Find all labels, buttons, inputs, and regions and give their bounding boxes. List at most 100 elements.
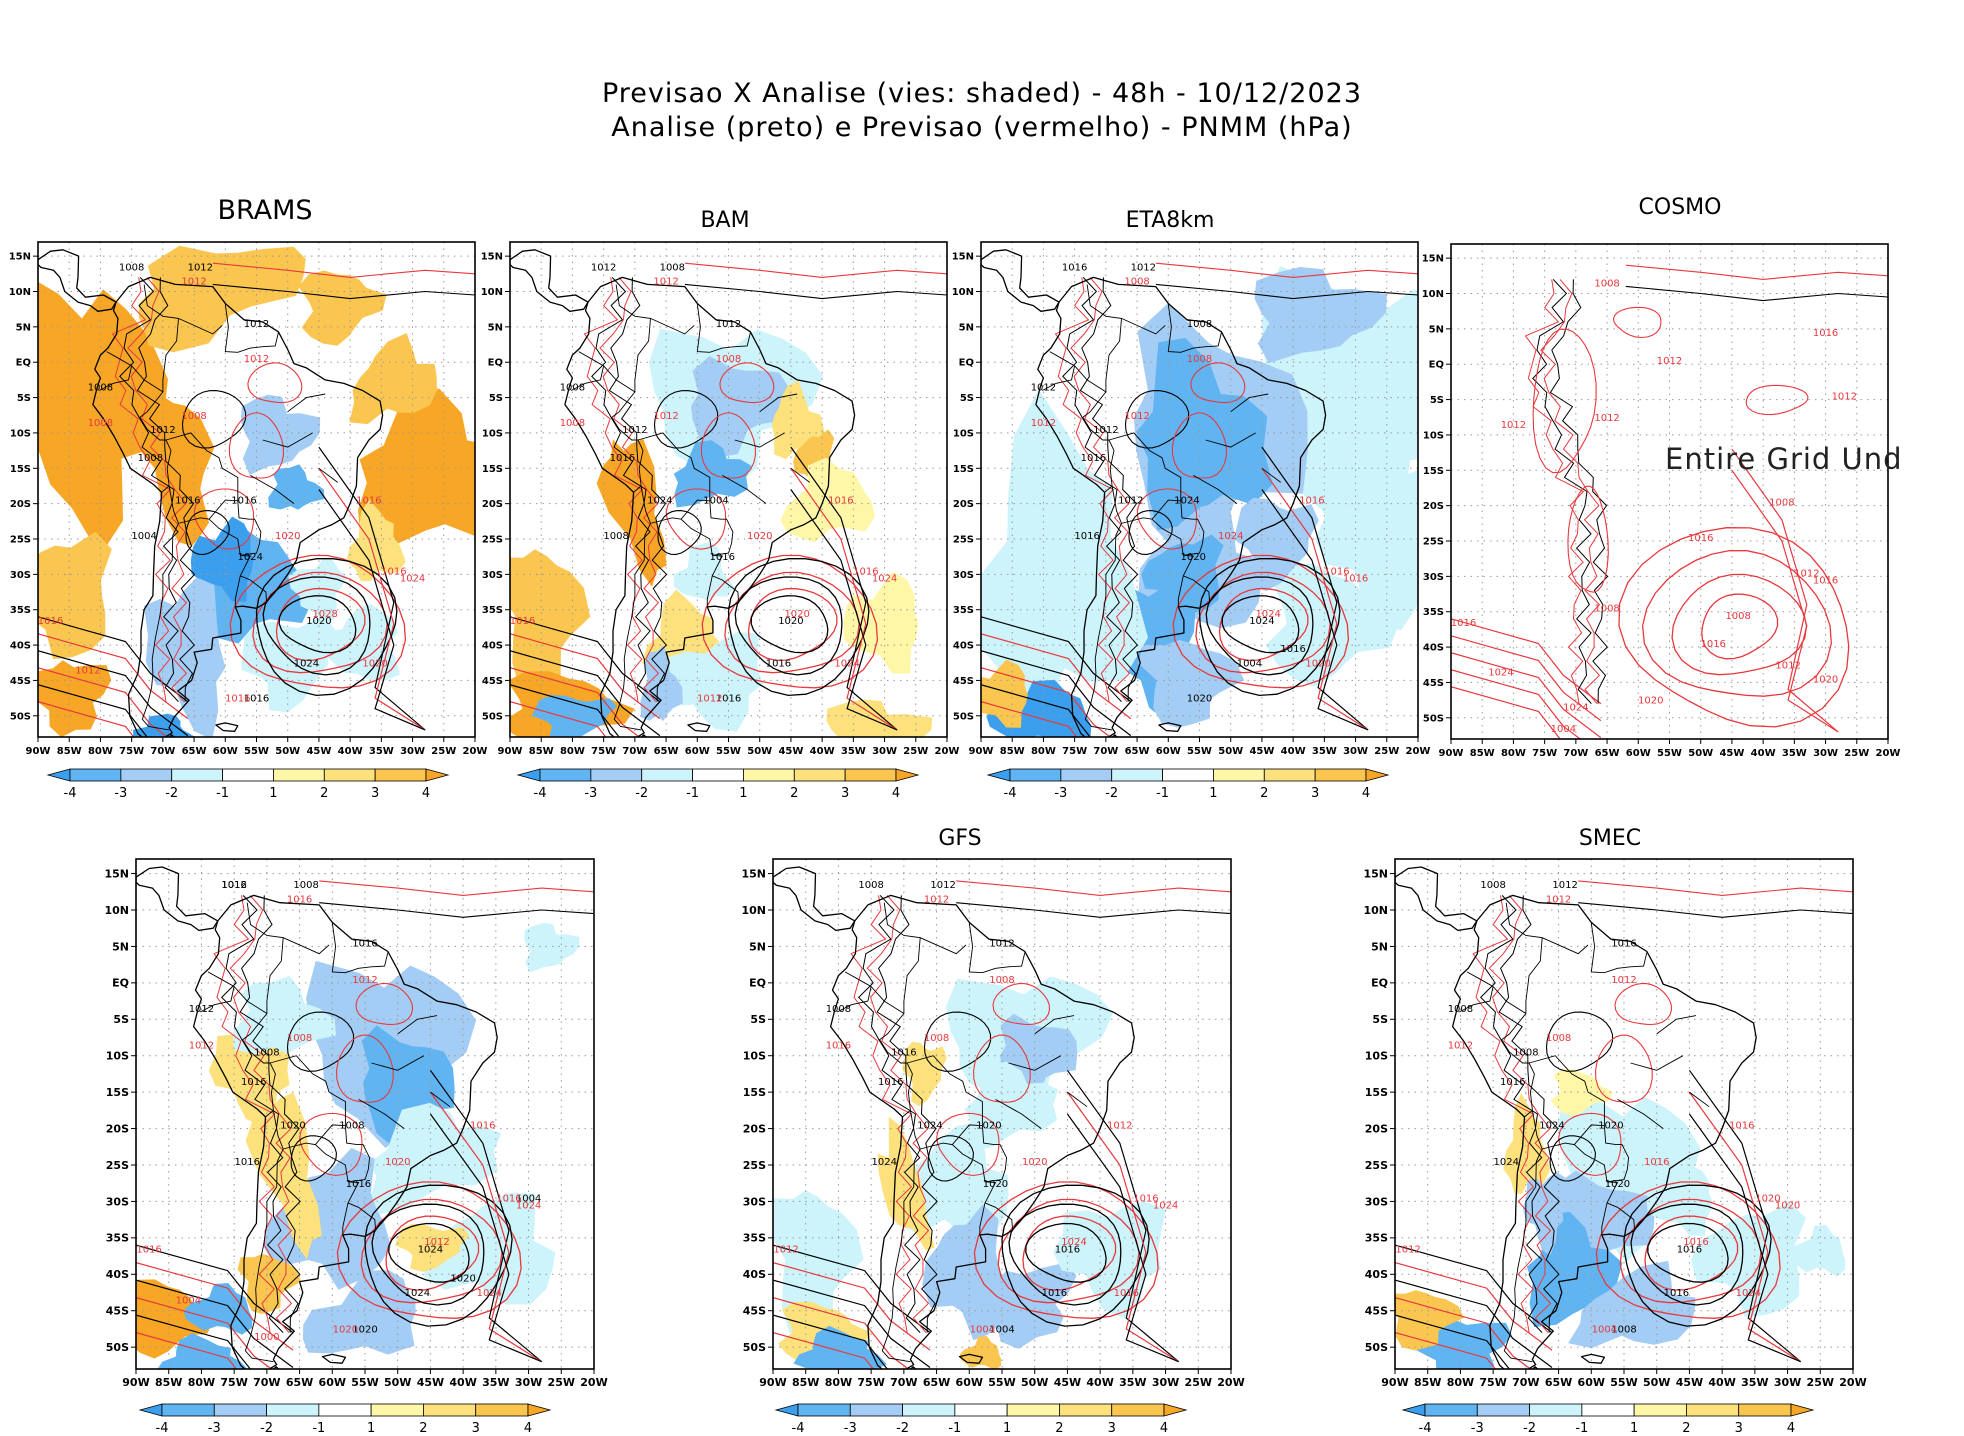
- lon-tick-label: 55W: [244, 746, 269, 757]
- colorbar-tick-label: -3: [1471, 1421, 1484, 1436]
- lon-tick-label: 30W: [1813, 748, 1838, 759]
- lat-tick-label: 10N: [9, 287, 31, 298]
- lat-tick-label: EQ: [1371, 977, 1388, 990]
- lon-tick-label: 75W: [119, 746, 144, 757]
- forecast-isobar: [38, 701, 135, 737]
- lat-tick-label: 5N: [1371, 940, 1388, 953]
- forecast-contour-label: 1008: [181, 411, 206, 422]
- colorbar-tick-label: 4: [524, 1421, 532, 1436]
- colorbar-tick-label: 3: [1311, 786, 1319, 801]
- analysis-isobar: [1062, 277, 1122, 702]
- lat-tick-label: 25S: [10, 535, 31, 546]
- forecast-isobar: [1745, 384, 1809, 416]
- country-border: [287, 393, 326, 413]
- forecast-contour-label: 1012: [1448, 1040, 1473, 1051]
- lat-tick-label: 10S: [1365, 1050, 1388, 1063]
- forecast-contour-label: 1004: [970, 1325, 995, 1336]
- forecast-contour-label: 1016: [225, 694, 250, 705]
- lon-tick-label: 50W: [747, 746, 772, 757]
- bias-shade-region: [136, 1279, 215, 1359]
- colorbar-segment: [423, 1403, 477, 1417]
- colorbar-segment: [171, 768, 223, 782]
- analysis-contour-label: 1024: [917, 1121, 942, 1132]
- analysis-contour-label: 1008: [138, 453, 163, 464]
- forecast-isobar: [1451, 635, 1602, 722]
- colorbar-segment: [161, 1403, 215, 1417]
- forecast-contour-label: 1000: [254, 1332, 279, 1343]
- analysis-isobar: [727, 558, 870, 697]
- colorbar-segment: [1162, 768, 1214, 782]
- forecast-isobar: [981, 667, 1112, 737]
- lon-tick-label: 20W: [463, 746, 488, 757]
- bias-shade-region: [843, 571, 919, 674]
- lat-tick-label: 15N: [952, 252, 974, 263]
- country-border: [1505, 902, 1543, 1014]
- lon-tick-label: 35W: [1741, 1376, 1768, 1389]
- lat-tick-label: 5S: [1372, 1013, 1388, 1026]
- lon-tick-label: 25W: [1374, 746, 1399, 757]
- colorbar-tick-label: 4: [892, 786, 900, 801]
- country-border: [246, 902, 284, 1014]
- analysis-contour-label: 1016: [1280, 644, 1305, 655]
- forecast-contour-label: 1012: [75, 665, 100, 676]
- forecast-contour-label: 1020: [1813, 674, 1838, 685]
- analysis-contour-label: 1024: [1249, 616, 1274, 627]
- lat-tick-label: 20S: [10, 499, 31, 510]
- lat-tick-label: 5N: [112, 940, 129, 953]
- country-border: [734, 432, 785, 448]
- colorbar-tick-label: -1: [1575, 1421, 1588, 1436]
- country-border: [712, 575, 739, 602]
- lat-tick-label: 10N: [104, 904, 129, 917]
- forecast-isobar: [973, 1181, 1159, 1319]
- lon-tick-label: 50W: [384, 1376, 411, 1389]
- analysis-contour-label: 1024: [872, 1157, 897, 1168]
- lat-tick-label: EQ: [1429, 360, 1444, 371]
- colorbar-extend-high: [425, 768, 450, 782]
- colorbar-tick-label: -4: [64, 786, 77, 801]
- map-panel-wrf: 1012 1008 1016 1012 1008 1016 1020 1016 1024 1016…: [96, 855, 608, 1395]
- analysis-contour-label: 1008: [88, 383, 113, 394]
- forecast-contour-label: 1016: [1299, 496, 1324, 507]
- analysis-contour-label: 1008: [1448, 1004, 1473, 1015]
- country-border: [1630, 1055, 1684, 1071]
- lat-tick-label: 10N: [741, 904, 766, 917]
- bias-shade-region: [877, 1116, 935, 1251]
- forecast-contour-label: 1012: [1832, 392, 1857, 403]
- forecast-isobar: [1451, 669, 1582, 739]
- analysis-contour-label: 1024: [1174, 496, 1199, 507]
- forecast-isobar: [1054, 277, 1115, 702]
- forecast-isobar: [866, 895, 930, 1333]
- analysis-isobar: [1261, 489, 1369, 731]
- analysis-contour-label: 1008: [826, 1004, 851, 1015]
- coastline: [773, 866, 856, 932]
- colorbar-bam: -4 -3 -2 -1 1 2 3 4: [516, 768, 920, 808]
- colorbar-tick-label: -1: [216, 786, 229, 801]
- forecast-contour-label: 1012: [1107, 1121, 1132, 1132]
- lon-tick-label: 30W: [1774, 1376, 1801, 1389]
- forecast-isobar: [1540, 279, 1601, 704]
- lat-tick-label: 25S: [106, 1159, 129, 1172]
- analysis-isobar: [923, 1011, 992, 1072]
- analysis-isobar: [773, 1244, 931, 1334]
- cosmo-grid-message: Entire Grid Und: [1665, 442, 1903, 476]
- colorbar-segment: [797, 1403, 851, 1417]
- analysis-contour-label: 1016: [352, 938, 377, 949]
- forecast-contour-label: 1016: [1813, 575, 1838, 586]
- forecast-isobar: [1395, 1262, 1553, 1351]
- forecast-contour-label: 1008: [560, 418, 585, 429]
- forecast-contour-label: 1008: [716, 354, 741, 365]
- colorbar-eta8km: -4 -3 -2 -1 1 2 3 4: [986, 768, 1390, 808]
- lat-tick-label: 25S: [743, 1159, 766, 1172]
- forecast-isobar: [429, 1091, 543, 1363]
- lat-tick-label: 30S: [482, 570, 503, 581]
- lat-tick-label: 30S: [106, 1195, 129, 1208]
- forecast-isobar: [319, 880, 594, 896]
- forecast-isobar: [1066, 1091, 1180, 1363]
- country-border: [244, 1148, 284, 1363]
- bias-shade-region: [1136, 338, 1273, 531]
- lon-tick-label: 30W: [1343, 746, 1368, 757]
- colorbar-tick-label: 1: [1209, 786, 1217, 801]
- bias-shade-region: [959, 1336, 1002, 1369]
- analysis-isobar: [876, 895, 938, 1333]
- coastline: [136, 866, 219, 932]
